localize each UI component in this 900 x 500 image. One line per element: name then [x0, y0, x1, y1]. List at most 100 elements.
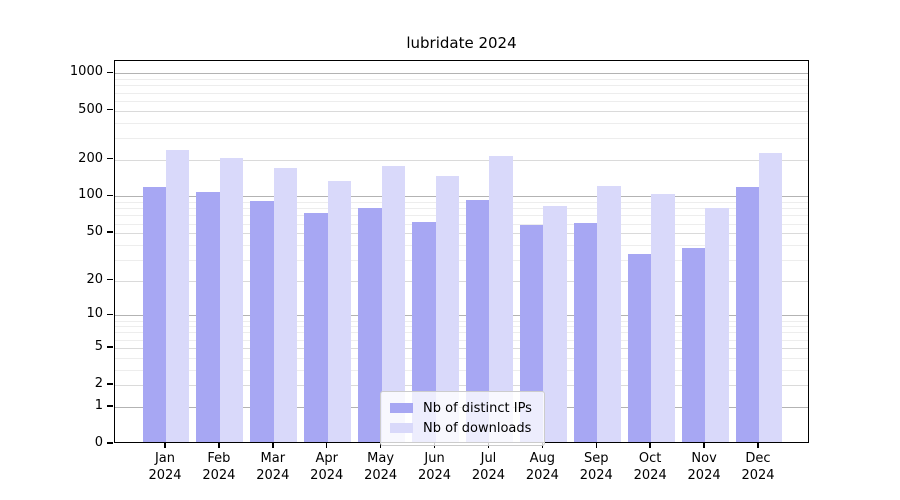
x-tick-mark: [595, 443, 597, 448]
bar-distinct-ips-jan: [142, 187, 166, 442]
x-tick-label-aug: Aug 2024: [525, 451, 559, 483]
bar-distinct-ips-may: [358, 208, 382, 442]
bar-downloads-may: [381, 165, 406, 442]
x-tick-label-sep: Sep 2024: [579, 451, 613, 483]
x-tick-mark: [272, 443, 274, 448]
gridline-minor: [115, 223, 808, 225]
gridline: [115, 385, 808, 387]
gridline-minor: [115, 208, 808, 210]
bar-downloads-jun: [435, 175, 459, 442]
x-tick-label-feb: Feb 2024: [202, 451, 236, 483]
x-tick-label-may: May 2024: [364, 451, 398, 483]
gridline-minor: [115, 202, 808, 204]
bar-distinct-ips-jul: [466, 199, 490, 442]
y-tick-mark: [107, 405, 113, 407]
x-tick-mark: [703, 443, 705, 448]
gridline: [115, 110, 808, 112]
gridline: [115, 196, 808, 198]
gridline-minor: [115, 259, 808, 261]
y-tick-label: 500: [78, 101, 103, 117]
gridline-minor: [115, 100, 808, 102]
x-tick-label-mar: Mar 2024: [256, 451, 290, 483]
bar-downloads-jul: [489, 155, 513, 442]
bar-distinct-ips-sep: [573, 223, 598, 442]
y-tick-mark: [107, 157, 113, 160]
bar-downloads-aug: [543, 205, 567, 442]
bar-downloads-feb: [219, 157, 244, 442]
gridline: [115, 159, 808, 161]
y-tick-label: 50: [86, 224, 103, 240]
legend-swatch-distinct-ips: [390, 403, 413, 413]
y-tick-mark: [107, 346, 113, 348]
gridline-minor: [115, 244, 808, 246]
y-tick-label: 100: [78, 187, 103, 203]
gridline-minor: [115, 92, 808, 94]
gridline-minor: [115, 332, 808, 334]
y-tick-label: 10: [86, 306, 103, 322]
y-tick-mark: [107, 71, 113, 74]
gridline-minor: [115, 85, 808, 87]
bar-distinct-ips-jun: [412, 221, 436, 442]
bar-downloads-nov: [705, 208, 729, 442]
y-tick-mark: [107, 442, 113, 444]
y-tick-mark: [107, 279, 113, 281]
gridline-minor: [115, 137, 808, 139]
x-tick-mark: [757, 443, 759, 448]
y-tick-label: 200: [78, 150, 103, 166]
legend-label-distinct-ips: Nb of distinct IPs: [423, 400, 532, 416]
bar-downloads-mar: [273, 167, 298, 442]
y-tick-mark: [107, 313, 113, 316]
y-tick-label: 0: [94, 435, 103, 450]
y-tick-mark: [107, 383, 113, 385]
x-tick-mark: [218, 443, 220, 448]
gridline-minor: [115, 339, 808, 341]
x-tick-label-nov: Nov 2024: [687, 451, 721, 483]
chart-title: lubridate 2024: [406, 34, 517, 52]
y-tick-label: 1: [94, 397, 103, 413]
bar-distinct-ips-mar: [250, 201, 274, 442]
bar-distinct-ips-nov: [681, 248, 706, 442]
legend-label-downloads: Nb of downloads: [423, 420, 532, 436]
y-tick-mark: [107, 108, 113, 111]
bar-downloads-apr: [327, 180, 352, 442]
gridline: [115, 73, 808, 75]
bar-distinct-ips-dec: [735, 187, 759, 442]
legend: Nb of distinct IPs Nb of downloads: [380, 391, 545, 446]
gridline-minor: [115, 369, 808, 371]
bar-distinct-ips-oct: [627, 254, 652, 442]
gridline: [115, 233, 808, 235]
gridline: [115, 315, 808, 317]
y-tick-label: 5: [94, 338, 103, 354]
gridline: [115, 347, 808, 349]
gridline-minor: [115, 320, 808, 322]
y-tick-label: 1000: [69, 64, 103, 80]
bar-distinct-ips-feb: [196, 191, 220, 442]
bar-downloads-sep: [597, 185, 621, 442]
legend-item-distinct-ips: Nb of distinct IPs: [390, 398, 532, 418]
x-tick-label-apr: Apr 2024: [310, 451, 344, 483]
x-tick-mark: [164, 443, 166, 448]
x-tick-label-jun: Jun 2024: [417, 451, 452, 483]
x-tick-label-oct: Oct 2024: [633, 451, 667, 483]
bar-downloads-oct: [651, 194, 675, 442]
gridline-minor: [115, 357, 808, 359]
gridline: [115, 280, 808, 282]
x-tick-label-jan: Jan 2024: [148, 451, 182, 483]
x-tick-mark: [649, 443, 651, 448]
y-tick-label: 20: [86, 271, 103, 287]
y-tick-label: 2: [94, 376, 103, 392]
plot-area: [114, 60, 809, 443]
x-tick-mark: [326, 443, 328, 448]
x-tick-label-jul: Jul 2024: [471, 451, 505, 483]
gridline-minor: [115, 122, 808, 124]
y-tick-mark: [107, 194, 113, 197]
y-tick-mark: [107, 231, 113, 233]
gridline-minor: [115, 326, 808, 328]
bar-distinct-ips-apr: [304, 213, 328, 442]
bar-downloads-jan: [166, 150, 190, 442]
legend-swatch-downloads: [390, 423, 413, 433]
bar-downloads-dec: [759, 152, 783, 442]
gridline-minor: [115, 79, 808, 81]
legend-item-downloads: Nb of downloads: [390, 418, 532, 438]
